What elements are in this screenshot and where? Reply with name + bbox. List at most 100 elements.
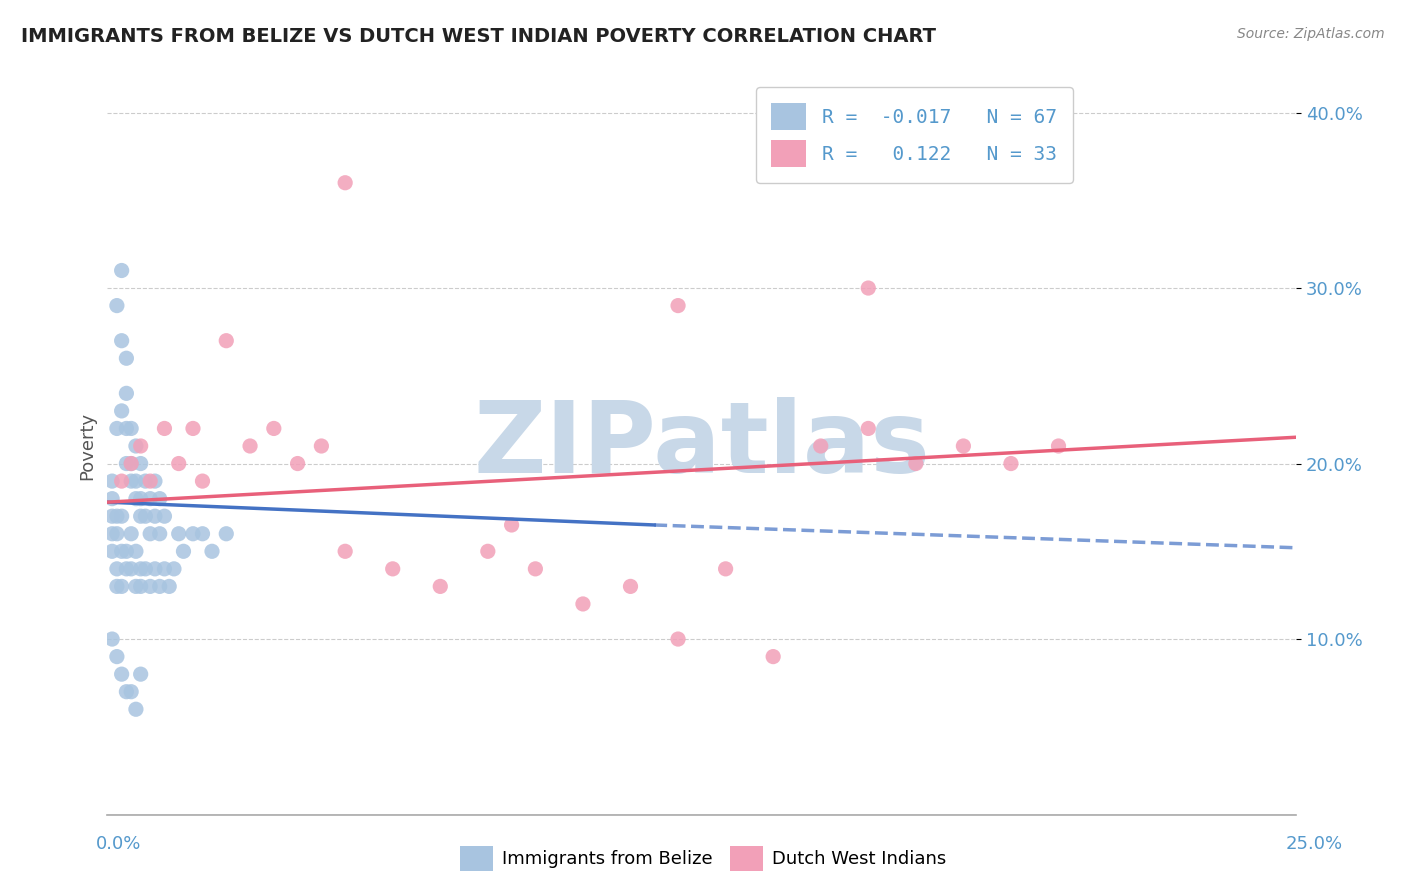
Point bbox=[139, 474, 162, 488]
Point bbox=[115, 351, 138, 366]
Point bbox=[125, 702, 148, 716]
Text: 0.0%: 0.0% bbox=[96, 835, 141, 853]
Point bbox=[572, 597, 595, 611]
Point bbox=[477, 544, 499, 558]
Point bbox=[163, 562, 186, 576]
Point bbox=[111, 404, 134, 418]
Point bbox=[1000, 457, 1022, 471]
Point bbox=[201, 544, 224, 558]
Point bbox=[125, 474, 148, 488]
Point bbox=[1047, 439, 1070, 453]
Point bbox=[524, 562, 547, 576]
Point bbox=[167, 526, 190, 541]
Point bbox=[101, 491, 124, 506]
Point bbox=[952, 439, 974, 453]
Point bbox=[105, 562, 128, 576]
Point bbox=[115, 421, 138, 435]
Text: 25.0%: 25.0% bbox=[1285, 835, 1343, 853]
Point bbox=[120, 421, 142, 435]
Point bbox=[115, 457, 138, 471]
Point bbox=[143, 509, 166, 524]
Point bbox=[101, 526, 124, 541]
Point bbox=[120, 474, 142, 488]
Point bbox=[239, 439, 262, 453]
Point bbox=[191, 526, 214, 541]
Point bbox=[101, 544, 124, 558]
Point bbox=[149, 526, 172, 541]
Point bbox=[105, 299, 128, 313]
Point bbox=[181, 421, 204, 435]
Point bbox=[762, 649, 785, 664]
Point bbox=[215, 526, 238, 541]
Point bbox=[129, 667, 152, 681]
Point bbox=[333, 544, 356, 558]
Point bbox=[111, 667, 134, 681]
Point bbox=[120, 526, 142, 541]
Point bbox=[139, 526, 162, 541]
Point bbox=[115, 684, 138, 698]
Point bbox=[149, 579, 172, 593]
Point bbox=[157, 579, 180, 593]
Point bbox=[215, 334, 238, 348]
Point bbox=[129, 457, 152, 471]
Point bbox=[125, 491, 148, 506]
Point bbox=[125, 579, 148, 593]
Point bbox=[153, 562, 176, 576]
Point bbox=[105, 421, 128, 435]
Point bbox=[111, 544, 134, 558]
Point bbox=[111, 579, 134, 593]
Point bbox=[172, 544, 194, 558]
Point bbox=[143, 474, 166, 488]
Point bbox=[129, 579, 152, 593]
Text: ZIPatlas: ZIPatlas bbox=[474, 398, 931, 494]
Point bbox=[115, 562, 138, 576]
Point bbox=[120, 562, 142, 576]
Point bbox=[666, 632, 689, 646]
Point bbox=[101, 632, 124, 646]
Point bbox=[111, 334, 134, 348]
Point bbox=[120, 457, 142, 471]
Point bbox=[287, 457, 309, 471]
Point bbox=[105, 526, 128, 541]
Point bbox=[714, 562, 737, 576]
Point bbox=[191, 474, 214, 488]
Point bbox=[858, 421, 880, 435]
Point bbox=[129, 509, 152, 524]
Point bbox=[111, 474, 134, 488]
Point bbox=[129, 439, 152, 453]
Point bbox=[115, 386, 138, 401]
Legend: Immigrants from Belize, Dutch West Indians: Immigrants from Belize, Dutch West India… bbox=[453, 838, 953, 879]
Point bbox=[134, 509, 156, 524]
Point bbox=[105, 649, 128, 664]
Point bbox=[904, 457, 927, 471]
Point bbox=[153, 509, 176, 524]
Point bbox=[181, 526, 204, 541]
Point bbox=[143, 562, 166, 576]
Text: Source: ZipAtlas.com: Source: ZipAtlas.com bbox=[1237, 27, 1385, 41]
Point bbox=[105, 579, 128, 593]
Point bbox=[139, 491, 162, 506]
Legend: R =  -0.017   N = 67, R =   0.122   N = 33: R = -0.017 N = 67, R = 0.122 N = 33 bbox=[756, 87, 1073, 183]
Point bbox=[429, 579, 451, 593]
Point bbox=[619, 579, 641, 593]
Point bbox=[120, 684, 142, 698]
Point bbox=[501, 518, 523, 533]
Point bbox=[125, 544, 148, 558]
Point bbox=[111, 509, 134, 524]
Point bbox=[111, 263, 134, 277]
Point bbox=[858, 281, 880, 295]
Point bbox=[311, 439, 333, 453]
Point bbox=[120, 457, 142, 471]
Point bbox=[381, 562, 404, 576]
Point bbox=[129, 562, 152, 576]
Point bbox=[149, 491, 172, 506]
Point bbox=[129, 491, 152, 506]
Point bbox=[134, 474, 156, 488]
Point bbox=[101, 474, 124, 488]
Point bbox=[153, 421, 176, 435]
Text: IMMIGRANTS FROM BELIZE VS DUTCH WEST INDIAN POVERTY CORRELATION CHART: IMMIGRANTS FROM BELIZE VS DUTCH WEST IND… bbox=[21, 27, 936, 45]
Point bbox=[139, 579, 162, 593]
Point bbox=[134, 562, 156, 576]
Point bbox=[167, 457, 190, 471]
Point bbox=[125, 439, 148, 453]
